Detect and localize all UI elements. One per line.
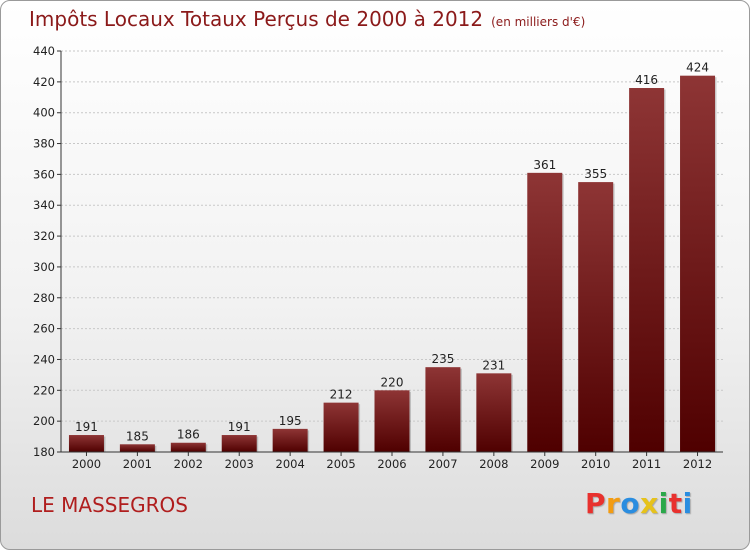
value-label: 212 <box>330 388 353 402</box>
value-label: 235 <box>431 352 454 366</box>
bar <box>476 373 512 452</box>
x-tick-label: 2001 <box>123 457 152 471</box>
x-tick-label: 2009 <box>530 457 559 471</box>
bar <box>680 75 716 452</box>
bar <box>68 435 104 452</box>
x-tick-label: 2002 <box>174 457 203 471</box>
bars: 191 185 186 191 195 212 220 235 231 361 355 416 424 <box>68 61 717 453</box>
bar <box>374 390 410 452</box>
y-tick-label: 300 <box>33 260 55 274</box>
value-label: 195 <box>279 414 302 428</box>
y-tick-label: 440 <box>33 44 55 58</box>
value-label: 355 <box>584 167 607 181</box>
y-tick-label: 420 <box>33 75 55 89</box>
value-label: 185 <box>126 429 149 443</box>
bar <box>578 182 614 452</box>
x-tick-label: 2012 <box>683 457 712 471</box>
y-tick-label: 380 <box>33 137 55 151</box>
y-axis-ticks: 180 200 220 240 260 280 300 320 340 360 380 400 420 4… <box>33 44 61 459</box>
value-label: 231 <box>482 358 505 372</box>
chart-subtitle: (en milliers d'€) <box>491 15 586 29</box>
x-tick-label: 2006 <box>377 457 406 471</box>
x-tick-label: 2010 <box>581 457 610 471</box>
title-block: Impôts Locaux Totaux Perçus de 2000 à 20… <box>29 7 585 31</box>
x-axis-ticks: 2000 2001 2002 2003 2004 2005 2006 2007 2008 2009… <box>72 452 712 471</box>
value-label: 191 <box>228 420 251 434</box>
value-label: 361 <box>533 158 556 172</box>
chart-title: Impôts Locaux Totaux Perçus de 2000 à 20… <box>29 7 484 31</box>
x-tick-label: 2004 <box>276 457 305 471</box>
x-tick-label: 2008 <box>479 457 508 471</box>
bar <box>629 88 665 452</box>
y-tick-label: 240 <box>33 352 55 366</box>
place-name: LE MASSEGROS <box>31 493 188 517</box>
x-tick-label: 2005 <box>326 457 355 471</box>
y-tick-label: 220 <box>33 383 55 397</box>
value-label: 186 <box>177 428 200 442</box>
bar <box>527 172 563 453</box>
y-tick-label: 200 <box>33 414 55 428</box>
bar <box>170 442 206 452</box>
y-tick-label: 280 <box>33 291 55 305</box>
value-label: 191 <box>75 420 98 434</box>
y-tick-label: 340 <box>33 198 55 212</box>
brand-logo: Proxiti <box>585 487 693 520</box>
value-label: 424 <box>686 61 709 75</box>
x-tick-label: 2007 <box>428 457 457 471</box>
bar <box>221 435 257 452</box>
y-tick-label: 360 <box>33 167 55 181</box>
bar <box>119 444 155 452</box>
bar <box>425 367 461 452</box>
y-tick-label: 400 <box>33 106 55 120</box>
x-tick-label: 2011 <box>632 457 661 471</box>
bar <box>323 402 359 452</box>
x-tick-label: 2003 <box>225 457 254 471</box>
x-tick-label: 2000 <box>72 457 101 471</box>
y-tick-label: 180 <box>33 445 55 459</box>
y-tick-label: 320 <box>33 229 55 243</box>
value-label: 220 <box>381 375 404 389</box>
value-label: 416 <box>635 73 658 87</box>
y-tick-label: 260 <box>33 322 55 336</box>
bar <box>272 428 308 452</box>
